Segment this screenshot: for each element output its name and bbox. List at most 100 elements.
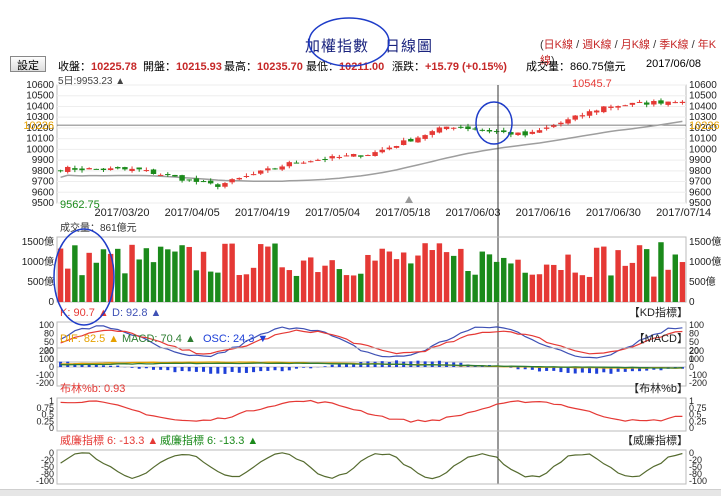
candle-body	[329, 156, 334, 158]
price-tick-right: 9900	[689, 155, 712, 166]
price-tick-right: 9600	[689, 187, 712, 198]
current-price-label-right: 10226	[689, 120, 720, 132]
candle-body	[372, 152, 377, 156]
volume-bar	[537, 274, 542, 302]
volume-bar	[444, 252, 449, 302]
volume-bar	[680, 262, 685, 302]
candle-body	[222, 183, 227, 187]
annotation-circle-price	[476, 102, 512, 144]
price-tick-left: 10600	[26, 80, 54, 91]
volume-bar	[201, 252, 206, 302]
macd-legend: DIF: 82.5 ▲	[60, 333, 119, 345]
osc-bar	[438, 361, 441, 367]
volume-bar	[387, 252, 392, 302]
candle-body	[72, 168, 77, 170]
boll-tag: 【布林%b】	[628, 381, 688, 395]
volume-bar	[172, 252, 177, 302]
candle-body	[608, 107, 613, 108]
candle-body	[258, 171, 263, 174]
candle-body	[194, 178, 199, 182]
volume-bar	[194, 270, 199, 302]
candle-body	[630, 103, 635, 105]
volume-bar	[651, 277, 656, 302]
osc-bar	[295, 367, 298, 369]
osc-bar	[159, 367, 162, 370]
osc-bar	[245, 367, 248, 373]
volume-bar	[665, 270, 670, 302]
osc-bar	[131, 367, 134, 368]
volume-bar	[94, 263, 99, 302]
candle-body	[351, 154, 356, 157]
candle-body	[515, 133, 520, 135]
price-tick-right: 10100	[689, 134, 717, 145]
osc-bar	[152, 367, 155, 370]
volume-bar	[594, 248, 599, 302]
candle-body	[144, 170, 149, 171]
volume-bar	[265, 247, 270, 302]
candle-body	[537, 130, 542, 133]
candle-body	[287, 162, 292, 166]
osc-bar	[281, 367, 284, 371]
osc-bar	[309, 367, 312, 368]
candle-body	[480, 130, 485, 131]
candle-body	[401, 140, 406, 145]
volume-bar	[630, 263, 635, 302]
volume-bar	[122, 273, 127, 302]
volume-bar	[501, 258, 506, 302]
candle-body	[58, 170, 63, 171]
candle-body	[623, 105, 628, 106]
price-tick-left: 10000	[26, 144, 54, 155]
volume-bar	[637, 245, 642, 302]
candle-body	[465, 126, 470, 129]
price-tick-left: 9900	[32, 155, 55, 166]
volume-bar	[279, 267, 284, 302]
volume-bar	[237, 275, 242, 302]
volume-bar	[522, 273, 527, 302]
volume-bar	[65, 269, 70, 302]
osc-bar	[109, 366, 112, 367]
osc-bar	[266, 367, 269, 371]
volume-bar	[365, 255, 370, 302]
volume-bar	[351, 275, 356, 302]
date-tick-label: 2017/07/14	[656, 207, 711, 219]
candle-body	[380, 150, 385, 152]
volume-bar	[258, 244, 263, 302]
candle-body	[265, 168, 270, 170]
candle-body	[522, 131, 527, 135]
candle-body	[601, 106, 606, 112]
date-tick-label: 2017/06/16	[516, 207, 571, 219]
price-tick-right: 9800	[689, 166, 712, 177]
volume-bar	[572, 273, 577, 302]
osc-bar	[188, 367, 191, 371]
volume-bar	[294, 276, 299, 302]
volume-bar	[658, 242, 663, 302]
candle-body	[544, 128, 549, 129]
candle-body	[79, 169, 84, 171]
candle-body	[594, 111, 599, 113]
candle-body	[665, 102, 670, 105]
candle-body	[179, 175, 184, 181]
candle-body	[408, 139, 413, 141]
candle-body	[365, 155, 370, 156]
volume-bar	[608, 275, 613, 302]
candle-body	[251, 174, 256, 175]
candle-body	[580, 115, 585, 116]
volume-bar	[179, 245, 184, 302]
volume-bar	[287, 270, 292, 302]
candle-body	[394, 146, 399, 148]
candle-body	[444, 127, 449, 129]
volume-bar	[158, 247, 163, 302]
volume-bar	[251, 268, 256, 302]
osc-bar	[173, 367, 176, 372]
marker-triangle	[405, 196, 413, 203]
volume-bar	[558, 270, 563, 302]
candle-body	[322, 159, 327, 160]
date-tick-label: 2017/05/18	[375, 207, 430, 219]
volume-bar	[415, 256, 420, 302]
volume-bar	[337, 269, 342, 302]
osc-bar	[338, 364, 341, 367]
volume-bar	[580, 275, 585, 302]
price-tick-right: 10500	[689, 91, 717, 102]
volume-tick-right: 1500億	[689, 235, 721, 248]
